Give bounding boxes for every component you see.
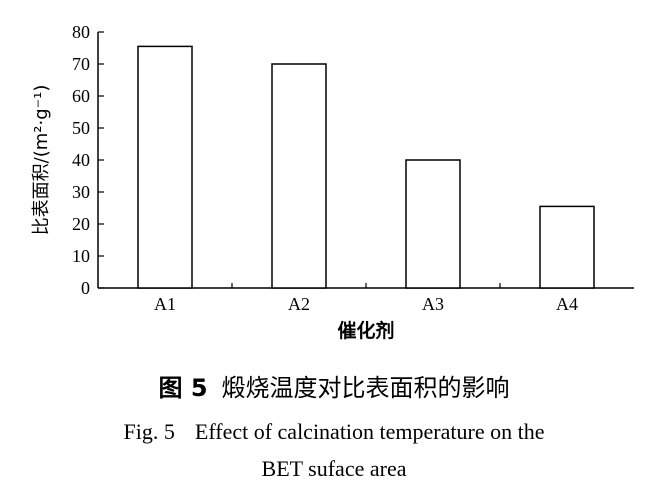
y-tick-label: 30 (72, 182, 90, 202)
x-tick-label-A1: A1 (154, 294, 176, 314)
figure-caption-english-line1: Fig. 5 Effect of calcination temperature … (0, 419, 668, 445)
figure-caption-chinese: 图 5 煅烧温度对比表面积的影响 (0, 368, 668, 403)
y-tick-label: 70 (72, 54, 90, 74)
bar-chart: 0 10 20 30 40 50 60 70 80 A1 A2 A3 A4 催化剂 比表面积/(m²·… (31, 22, 634, 342)
y-tick-label: 50 (72, 118, 90, 138)
x-tick-label-A2: A2 (288, 294, 310, 314)
y-tick-label: 80 (72, 22, 90, 42)
x-tick-label-A4: A4 (556, 294, 578, 314)
bar-A2 (271, 63, 327, 289)
y-tick-label: 40 (72, 150, 90, 170)
figure-caption-english-line2: BET suface area (0, 456, 668, 482)
y-tick-label: 60 (72, 86, 90, 106)
figure-number-en: Fig. 5 (123, 419, 175, 444)
y-tick-label: 10 (72, 246, 90, 266)
y-tick-label: 20 (72, 214, 90, 234)
bar-A1 (137, 45, 193, 289)
y-tick-label: 0 (81, 278, 90, 298)
y-axis-ticks: 0 10 20 30 40 50 60 70 80 (72, 22, 104, 298)
figure-number-cn: 图 5 (158, 374, 208, 402)
y-axis-label: 比表面积/(m²·g⁻¹) (31, 85, 52, 236)
figure-title-en-line2: BET suface area (261, 456, 407, 481)
x-tick-label-A3: A3 (422, 294, 444, 314)
figure-title-cn: 煅烧温度对比表面积的影响 (221, 374, 510, 402)
x-axis-label: 催化剂 (337, 319, 394, 342)
chart-bars (137, 45, 595, 289)
bar-A4 (539, 205, 595, 289)
x-axis-ticks: A1 A2 A3 A4 (154, 283, 578, 314)
bar-A3 (405, 159, 461, 289)
figure-title-en-line1: Effect of calcination temperature on the (194, 419, 545, 444)
